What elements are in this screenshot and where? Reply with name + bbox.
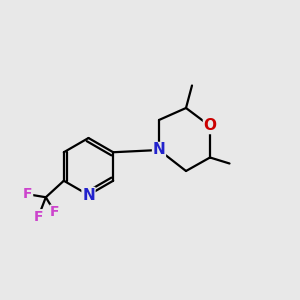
Text: F: F: [50, 205, 60, 219]
Text: N: N: [82, 188, 95, 202]
Text: N: N: [153, 142, 165, 158]
Text: O: O: [203, 118, 217, 134]
Text: F: F: [34, 210, 43, 224]
Text: F: F: [23, 187, 33, 201]
